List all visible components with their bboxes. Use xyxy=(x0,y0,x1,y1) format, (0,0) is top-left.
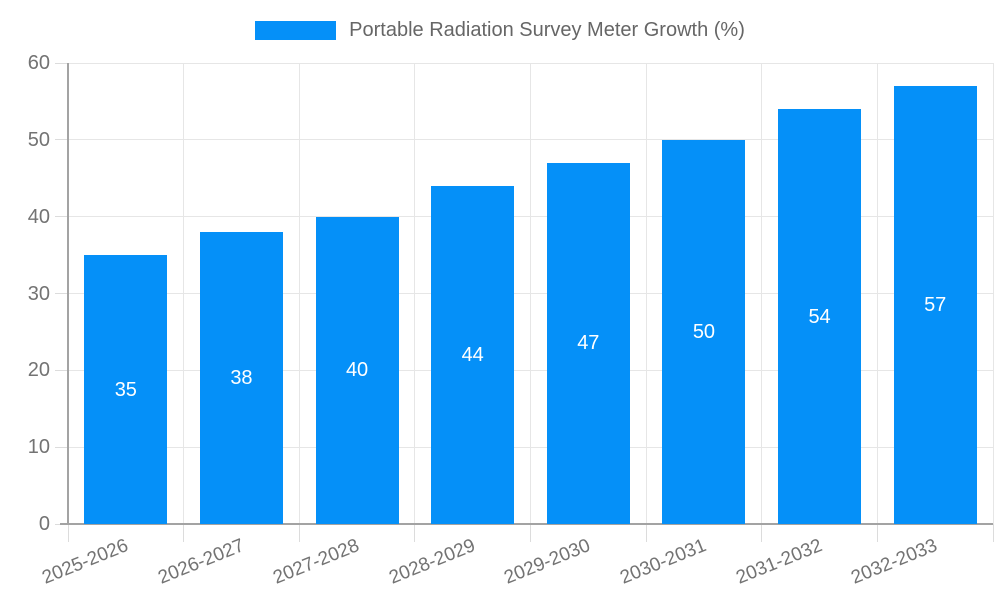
x-tick-label: 2029-2030 xyxy=(501,535,594,589)
x-gridline xyxy=(414,63,416,524)
y-tick-mark xyxy=(55,62,68,64)
bar[interactable] xyxy=(778,109,862,524)
x-gridline xyxy=(530,63,531,524)
x-tick-label: 2031-2032 xyxy=(732,535,826,589)
y-tick-mark xyxy=(55,139,68,141)
bar[interactable] xyxy=(546,162,630,524)
y-tick-label: 50 xyxy=(27,128,50,151)
bar[interactable] xyxy=(199,232,283,524)
x-tick-label: 2030-2031 xyxy=(617,535,710,589)
bar[interactable] xyxy=(893,86,977,524)
x-tick-label: 2028-2029 xyxy=(386,535,479,589)
x-gridline xyxy=(876,63,878,524)
bar-value-label: 54 xyxy=(808,305,831,328)
bar-value-label: 44 xyxy=(461,343,484,366)
bar-value-label: 50 xyxy=(692,320,716,343)
x-tick-label: 2032-2033 xyxy=(848,535,941,589)
bar[interactable] xyxy=(431,185,515,524)
chart-legend: Portable Radiation Survey Meter Growth (… xyxy=(0,18,1000,42)
legend-swatch[interactable] xyxy=(255,20,337,40)
x-tick-label: 2025-2026 xyxy=(39,535,132,589)
y-tick-mark xyxy=(55,446,68,448)
x-gridline xyxy=(298,63,300,524)
y-tick-label: 20 xyxy=(27,359,50,382)
x-gridline xyxy=(645,63,647,524)
x-gridline xyxy=(992,63,994,524)
x-tick-mark xyxy=(414,524,416,542)
y-tick-mark xyxy=(55,369,68,371)
x-tick-label: 2026-2027 xyxy=(154,535,247,589)
y-tick-label: 0 xyxy=(38,513,50,535)
bar[interactable] xyxy=(84,255,168,524)
y-axis-line xyxy=(67,63,69,524)
y-tick-label: 60 xyxy=(27,52,50,74)
x-tick-mark xyxy=(67,524,69,542)
x-axis-line xyxy=(60,523,993,525)
bar[interactable] xyxy=(662,139,746,524)
y-tick-label: 40 xyxy=(27,205,50,228)
x-tick-mark xyxy=(298,524,300,542)
x-tick-mark xyxy=(761,524,763,542)
y-tick-label: 30 xyxy=(27,282,50,305)
x-tick-mark xyxy=(876,524,878,542)
x-tick-label: 2027-2028 xyxy=(270,535,363,589)
x-tick-mark xyxy=(530,524,531,542)
bar-value-label: 57 xyxy=(924,294,947,317)
x-tick-mark xyxy=(992,524,994,542)
bar-value-label: 35 xyxy=(114,378,137,401)
x-tick-mark xyxy=(645,524,647,542)
bar[interactable] xyxy=(315,216,399,524)
y-tick-mark xyxy=(55,293,68,294)
x-gridline xyxy=(761,63,763,524)
x-tick-mark xyxy=(183,524,185,542)
legend-label[interactable]: Portable Radiation Survey Meter Growth (… xyxy=(349,19,745,41)
bar-value-label: 47 xyxy=(577,332,600,355)
x-gridline xyxy=(183,63,185,524)
bar-value-label: 38 xyxy=(230,367,253,390)
y-tick-label: 10 xyxy=(27,436,50,459)
bar-value-label: 40 xyxy=(345,359,369,382)
y-tick-mark xyxy=(55,216,68,218)
